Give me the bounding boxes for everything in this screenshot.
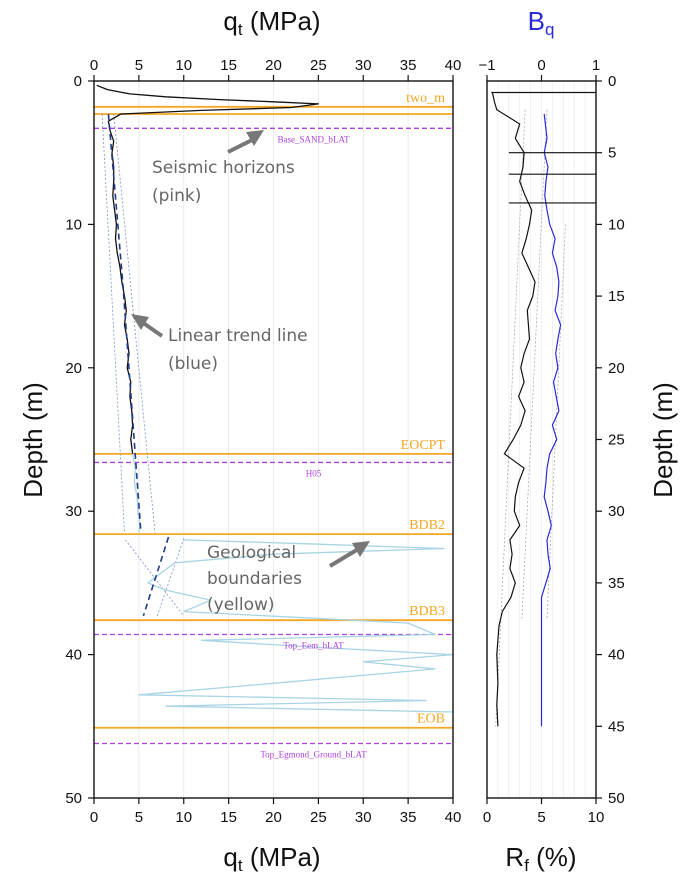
bq-series-line bbox=[540, 113, 562, 727]
geological-boundary-label: BDB2 bbox=[409, 518, 445, 533]
qt-panel: two_m Base_SAND_bLAT EOCPT H05 BDB2 BDB3 Top_E… bbox=[65, 57, 461, 826]
qt-bottom-tick-label: 20 bbox=[265, 809, 282, 826]
rf-trend-bound-line bbox=[495, 109, 526, 727]
qt-top-tick-label: 35 bbox=[400, 57, 417, 74]
depth-right-tick-label: 5 bbox=[608, 145, 616, 162]
depth-tick-label: 40 bbox=[65, 647, 82, 664]
qt-top-tick-label: 30 bbox=[355, 57, 372, 74]
rf-tick-label: 0 bbox=[483, 809, 491, 826]
annotation-geological-boundaries: Geological boundaries (yellow) bbox=[207, 541, 370, 615]
depth-tick-label: 10 bbox=[65, 216, 82, 233]
arrow-head-icon bbox=[131, 314, 149, 330]
depth-tick-label: 20 bbox=[65, 360, 82, 377]
qt-series-line bbox=[138, 539, 454, 713]
seismic-horizon-label: Top_Eem_bLAT bbox=[283, 641, 344, 651]
rf-series-line bbox=[491, 92, 536, 727]
qt-bottom-tick-label: 40 bbox=[445, 809, 462, 826]
seismic-horizon-label: Top_Egmond_Ground_bLAT bbox=[260, 750, 367, 760]
depth-right-tick-label: 25 bbox=[608, 432, 625, 449]
depth-right-tick-label: 15 bbox=[608, 288, 625, 305]
rf-bq-series bbox=[491, 91, 596, 727]
depth-tick-label: 0 bbox=[74, 73, 82, 90]
seismic-horizon-label: Base_SAND_bLAT bbox=[278, 134, 350, 144]
annotation-geo-line-1: Geological bbox=[207, 543, 296, 563]
rf-trend-bound-line bbox=[521, 109, 548, 619]
qt-top-tick-label: 0 bbox=[90, 57, 98, 74]
depth-right-tick-label: 30 bbox=[608, 503, 625, 520]
rf-tick-label: 10 bbox=[588, 809, 605, 826]
trend-bound-line bbox=[101, 113, 125, 533]
qt-bottom-tick-label: 25 bbox=[310, 809, 327, 826]
depth-right-tick-label: 20 bbox=[608, 360, 625, 377]
seismic-horizon-label: H05 bbox=[306, 468, 322, 478]
arrow-head-icon bbox=[246, 130, 264, 146]
annotation-geo-arrow bbox=[328, 546, 362, 568]
annotation-seismic-horizons: Seismic horizons (pink) bbox=[152, 130, 295, 206]
annotation-geo-line-2: boundaries bbox=[207, 569, 302, 589]
depth-right-tick-label: 0 bbox=[608, 73, 616, 90]
qt-series bbox=[96, 84, 454, 713]
rf-trend-bound-line bbox=[546, 224, 566, 619]
qt-bottom-tick-label: 30 bbox=[355, 809, 372, 826]
qt-top-tick-label: 25 bbox=[310, 57, 327, 74]
qt-top-tick-label: 10 bbox=[175, 57, 192, 74]
annotation-geo-line-3: (yellow) bbox=[207, 595, 275, 615]
qt-bottom-tick-label: 15 bbox=[220, 809, 237, 826]
qt-bottom-tick-label: 35 bbox=[400, 809, 417, 826]
qt-series-line bbox=[96, 84, 320, 454]
qt-top-tick-label: 5 bbox=[135, 57, 143, 74]
arrow-head-icon bbox=[352, 541, 370, 557]
annotation-linear-trend: Linear trend line (blue) bbox=[131, 314, 308, 374]
qt-trend-line bbox=[107, 113, 142, 530]
qt-horizon-labels: two_m Base_SAND_bLAT EOCPT H05 BDB2 BDB3 Top_E… bbox=[260, 91, 445, 760]
depth-right-tick-label: 45 bbox=[608, 718, 625, 735]
qt-top-tick-label: 20 bbox=[265, 57, 282, 74]
qt-bottom-tick-label: 0 bbox=[90, 809, 98, 826]
geological-boundary-label: EOB bbox=[417, 712, 445, 727]
qt-bottom-tick-label: 10 bbox=[175, 809, 192, 826]
rf-axis-title: Rf (%) bbox=[505, 842, 576, 873]
rf-vertical-grid bbox=[497, 81, 586, 798]
rf-tick-label: 5 bbox=[537, 809, 545, 826]
qt-bottom-tick-label: 5 bbox=[135, 809, 143, 826]
annotation-seismic-line-2: (pink) bbox=[152, 186, 201, 206]
depth-right-tick-label: 50 bbox=[608, 790, 625, 807]
annotation-seismic-line-1: Seismic horizons bbox=[152, 158, 295, 178]
qt-top-tick-label: 15 bbox=[220, 57, 237, 74]
qt-horizon-lines bbox=[94, 105, 453, 745]
geological-boundary-label: EOCPT bbox=[401, 438, 446, 453]
depth-right-tick-label: 10 bbox=[608, 216, 625, 233]
depth-right-tick-label: 35 bbox=[608, 575, 625, 592]
qt-top-tick-label: 40 bbox=[445, 57, 462, 74]
trend-bound-line bbox=[156, 538, 185, 618]
annotation-trend-line-1: Linear trend line bbox=[168, 326, 308, 346]
bq-tick-label: 1 bbox=[592, 57, 600, 74]
qt-trend-line bbox=[142, 536, 170, 617]
right-depth-axis-title: Depth (m) bbox=[648, 382, 678, 498]
geological-boundary-label: BDB3 bbox=[409, 604, 445, 619]
geological-boundary-label: two_m bbox=[406, 91, 445, 106]
left-depth-axis-title: Depth (m) bbox=[18, 382, 48, 498]
depth-right-tick-label: 40 bbox=[608, 647, 625, 664]
bq-tick-label: −1 bbox=[478, 57, 495, 74]
qt-ticks: 0055101015152020252530303535404001020304… bbox=[65, 57, 461, 826]
bq-tick-label: 0 bbox=[537, 57, 545, 74]
annotation-trend-line-2: (blue) bbox=[168, 354, 218, 374]
depth-tick-label: 50 bbox=[65, 790, 82, 807]
depth-tick-label: 30 bbox=[65, 503, 82, 520]
